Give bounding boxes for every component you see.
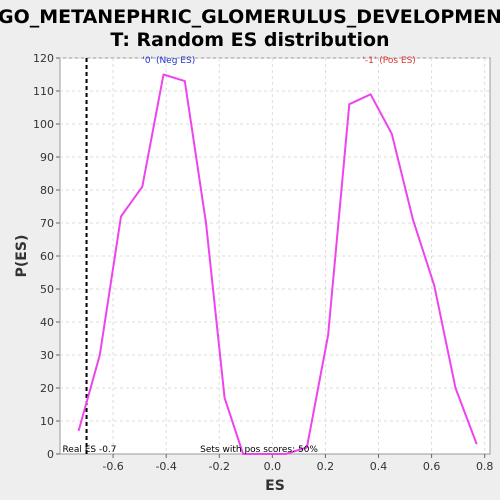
region-annotation: '-1' (Pos ES) (362, 56, 415, 66)
y-tick-label: 40 (40, 316, 54, 329)
x-tick-label: 0.8 (476, 460, 494, 473)
y-tick-label: 120 (33, 52, 54, 65)
footer-note: Sets with pos scores: 50% (200, 445, 318, 455)
y-tick-label: 110 (33, 85, 54, 98)
chart-title-line1: GO_METANEPHRIC_GLOMERULUS_DEVELOPMEN (0, 6, 500, 28)
y-tick-label: 20 (40, 382, 54, 395)
x-tick-label: -0.6 (102, 460, 123, 473)
region-annotation: '0' (Neg ES) (142, 56, 195, 66)
x-tick-label: 0.0 (264, 460, 282, 473)
y-tick-label: 80 (40, 184, 54, 197)
x-tick-label: 0.2 (317, 460, 335, 473)
y-axis-title: P(ES) (14, 235, 30, 278)
x-axis-title: ES (265, 478, 285, 494)
y-tick-label: 50 (40, 283, 54, 296)
marker-layer: Real ES -0.7 (62, 58, 117, 455)
x-tick-label: -0.4 (155, 460, 176, 473)
annotation-layer: '0' (Neg ES) '-1' (Pos ES) Sets with pos s… (142, 56, 415, 455)
actual-es-label: Real ES -0.7 (62, 445, 116, 455)
series-layer (77, 73, 478, 455)
y-tick-label: 100 (33, 118, 54, 131)
y-tick-label: 30 (40, 349, 54, 362)
y-tick-label: 70 (40, 217, 54, 230)
y-tick-label: 10 (40, 415, 54, 428)
es-distribution-line (77, 73, 478, 455)
plot-area (59, 57, 491, 455)
x-tick-label: -0.2 (209, 460, 230, 473)
grid-layer (60, 57, 490, 454)
y-tick-label: 60 (40, 250, 54, 263)
y-tick-label: 0 (47, 448, 54, 461)
x-tick-label: 0.4 (370, 460, 388, 473)
x-tick-label: 0.6 (423, 460, 441, 473)
axis-layer: 0 10 20 30 40 50 60 70 80 90 100 110 120 -0.6 -0.4 -0.2… (33, 52, 493, 473)
y-tick-label: 90 (40, 151, 54, 164)
chart-title-line2: T: Random ES distribution (110, 29, 389, 51)
